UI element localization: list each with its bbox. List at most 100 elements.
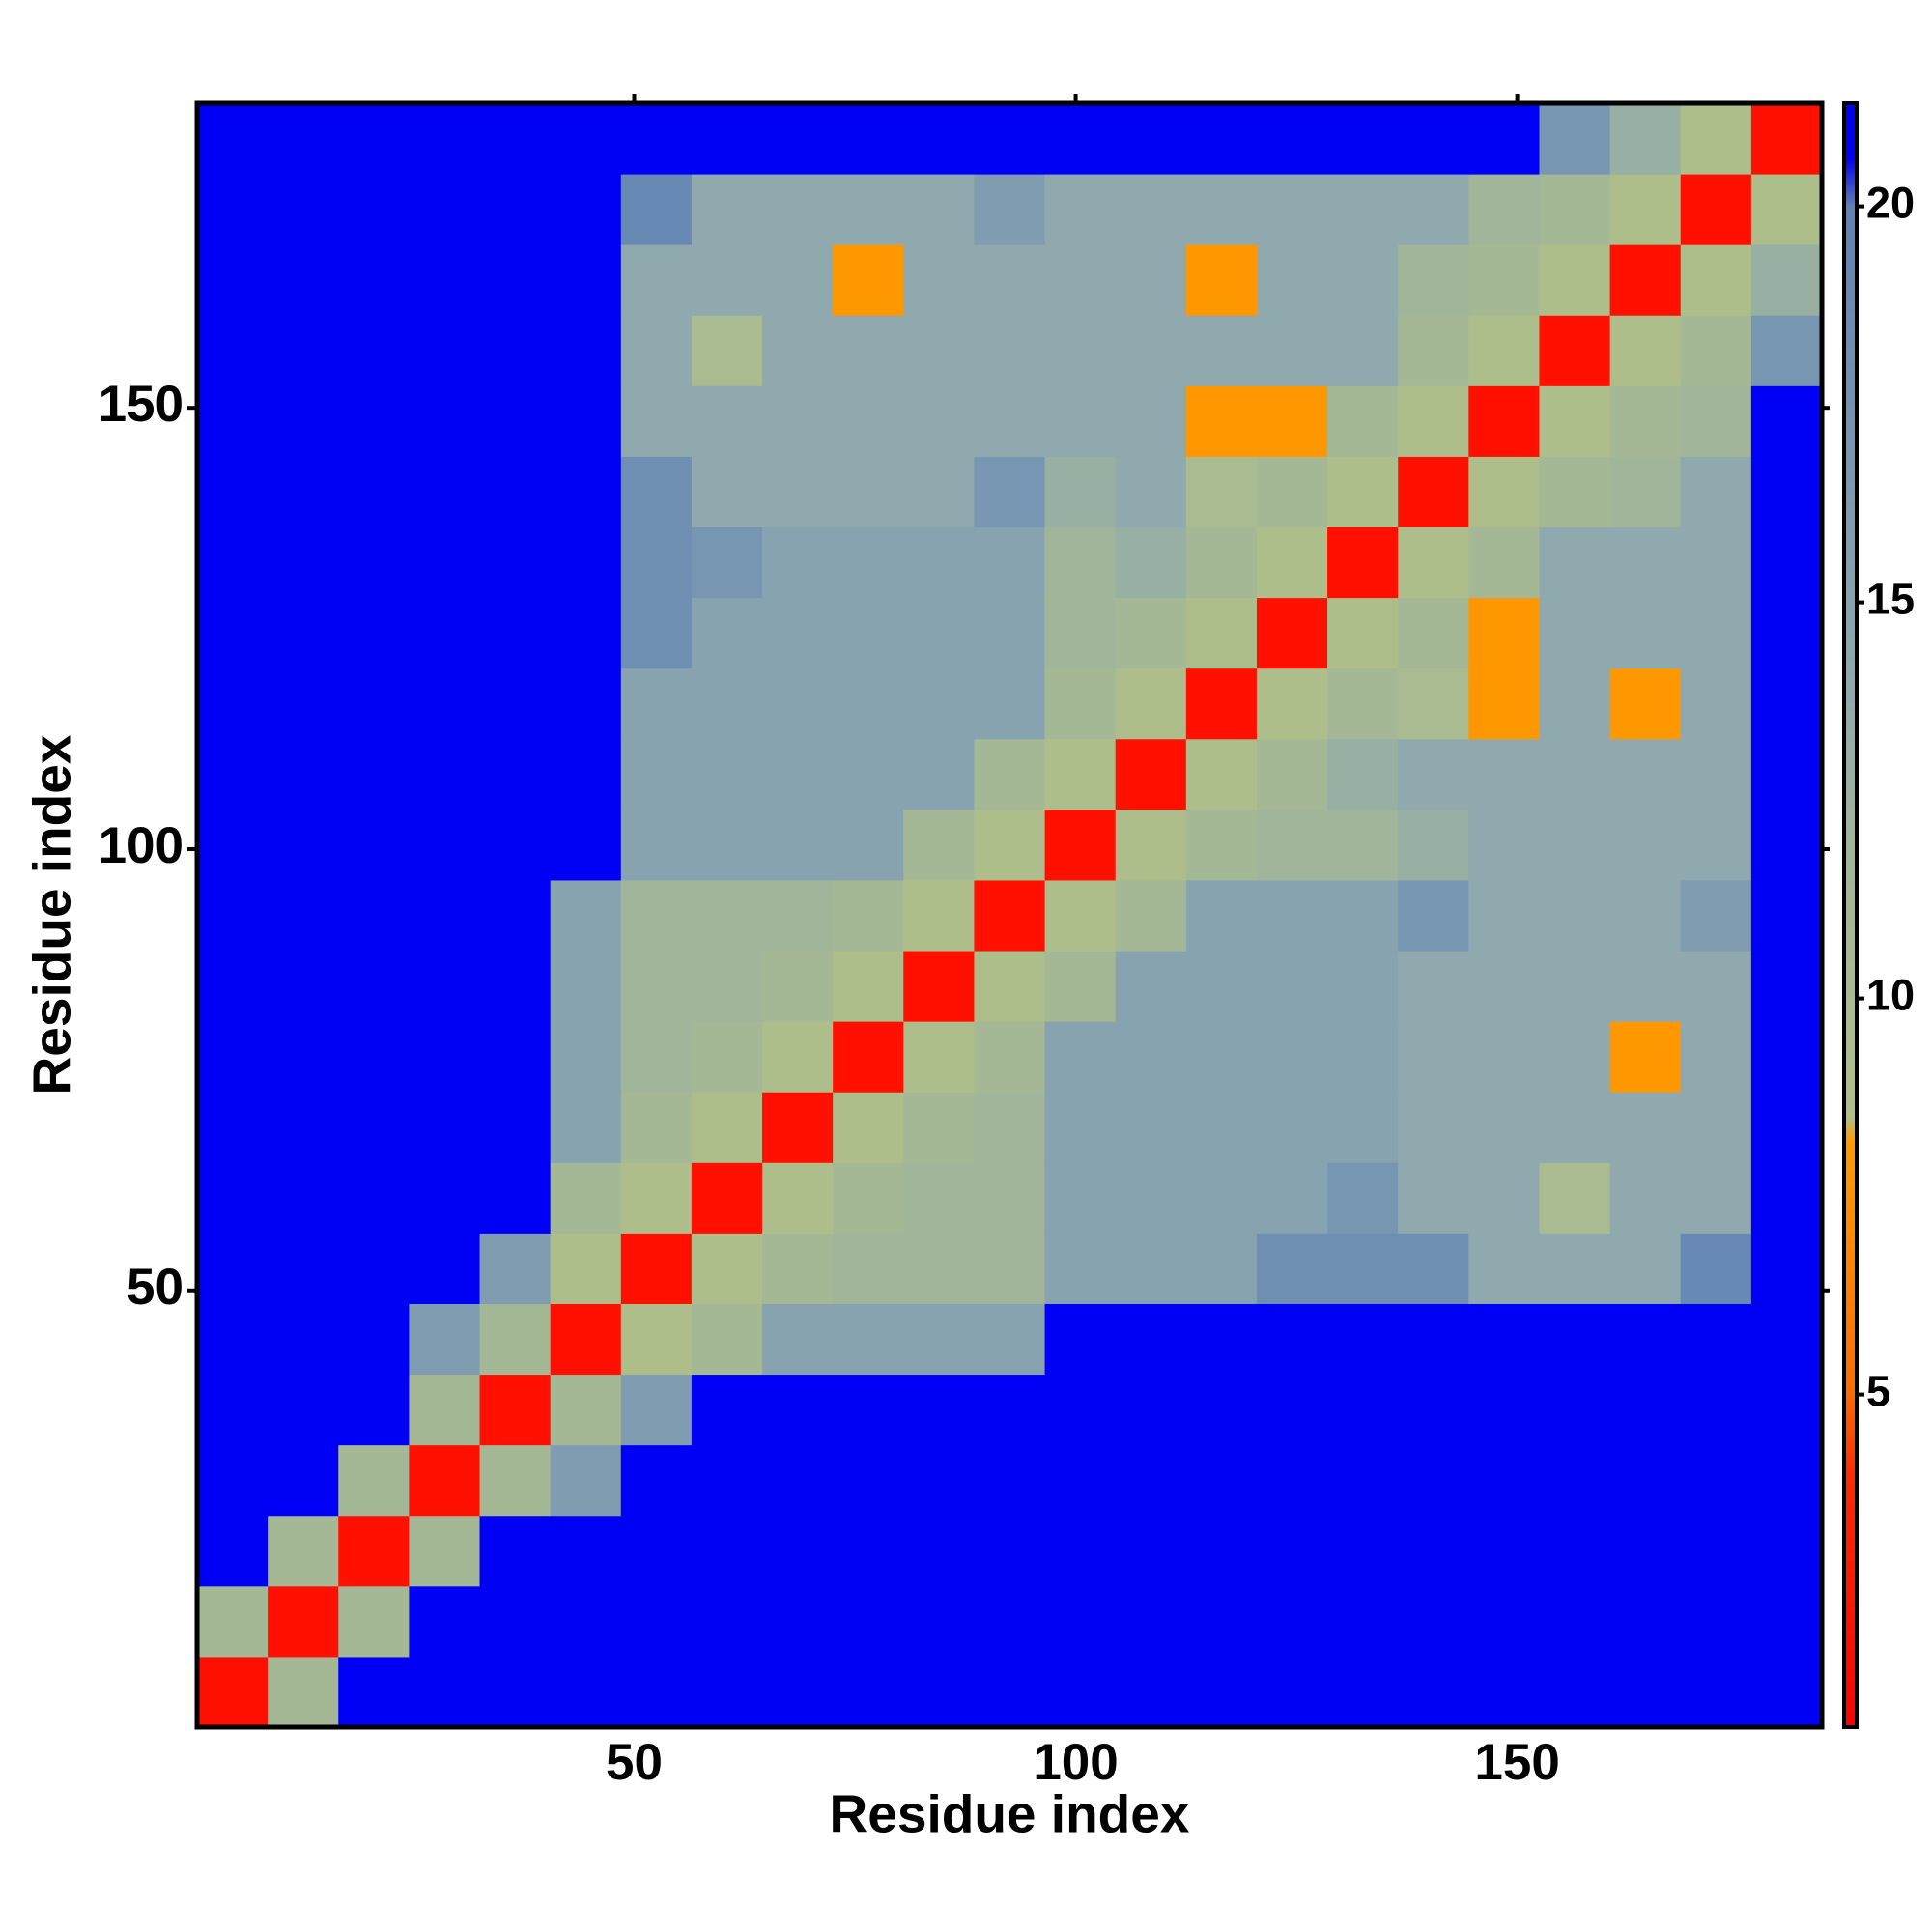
heatmap-cell — [1609, 597, 1682, 669]
heatmap-cell — [1468, 668, 1540, 740]
heatmap-cell — [1256, 103, 1328, 175]
heatmap-cell — [1327, 1515, 1399, 1587]
heatmap-cell — [974, 456, 1046, 528]
heatmap-cell — [620, 668, 693, 740]
heatmap-cell — [197, 244, 269, 316]
heatmap-cell — [1398, 1233, 1469, 1304]
heatmap-cell — [1468, 456, 1540, 528]
heatmap-cell — [620, 1092, 693, 1163]
heatmap-cell — [479, 103, 552, 175]
heatmap-cell — [1398, 526, 1469, 599]
heatmap-cell — [1115, 1092, 1187, 1163]
heatmap-cell — [550, 809, 622, 881]
heatmap-cell — [1115, 456, 1187, 528]
heatmap-cell — [338, 1162, 410, 1234]
x-tick-label: 50 — [606, 1734, 663, 1791]
heatmap-cell — [409, 1374, 481, 1446]
heatmap-cell — [903, 1444, 975, 1517]
heatmap-cell — [691, 1092, 763, 1163]
heatmap-cell — [197, 526, 269, 599]
heatmap-cell — [691, 597, 763, 669]
heatmap-cell — [1398, 456, 1469, 528]
heatmap-cell — [1115, 1162, 1187, 1234]
heatmap-cell — [833, 1374, 904, 1446]
heatmap-cell — [833, 244, 904, 316]
heatmap-cell — [268, 174, 339, 245]
heatmap-cell — [1185, 1515, 1258, 1587]
heatmap-cell — [1256, 1021, 1328, 1093]
heatmap-cell — [479, 244, 552, 316]
heatmap-cell — [762, 1303, 834, 1376]
heatmap-cell — [1115, 597, 1187, 669]
heatmap-cell — [338, 809, 410, 881]
heatmap-cell — [1680, 456, 1752, 528]
heatmap-cell — [197, 385, 269, 457]
heatmap-cell — [833, 1444, 904, 1517]
heatmap-cell — [338, 244, 410, 316]
heatmap-cell — [1185, 456, 1258, 528]
heatmap-cell — [620, 174, 693, 245]
heatmap-cell — [409, 809, 481, 881]
heatmap-cell — [762, 526, 834, 599]
heatmap-cell — [691, 385, 763, 457]
heatmap-cell — [833, 809, 904, 881]
heatmap-cell — [1044, 951, 1117, 1022]
heatmap-cell — [1256, 1515, 1328, 1587]
heatmap-cell — [1539, 951, 1611, 1022]
heatmap-cell — [1115, 103, 1187, 175]
heatmap-cell — [1327, 951, 1399, 1022]
heatmap-cell — [338, 526, 410, 599]
heatmap-cell — [691, 1444, 763, 1517]
heatmap-cell — [268, 1092, 339, 1163]
heatmap-cell — [1398, 951, 1469, 1022]
heatmap-cell — [691, 1303, 763, 1376]
heatmap-cell — [762, 1515, 834, 1587]
heatmap-cell — [268, 951, 339, 1022]
heatmap-cell — [1539, 668, 1611, 740]
heatmap-cell — [833, 1092, 904, 1163]
heatmap-cell — [1185, 174, 1258, 245]
heatmap-cell — [833, 1162, 904, 1234]
heatmap-cell — [1750, 951, 1823, 1022]
heatmap-cell — [338, 1092, 410, 1163]
heatmap-cell — [1750, 315, 1823, 386]
heatmap-cell — [268, 1515, 339, 1587]
colorbar-tick-label: 10 — [1866, 970, 1915, 1019]
heatmap-cell — [1044, 456, 1117, 528]
heatmap-cell — [1750, 526, 1823, 599]
heatmap-cell — [1539, 809, 1611, 881]
heatmap-cell — [974, 1021, 1046, 1093]
heatmap-cell — [1044, 597, 1117, 669]
heatmap-cell — [903, 1656, 975, 1728]
heatmap-cell — [268, 1585, 339, 1658]
heatmap-cell — [1327, 879, 1399, 952]
heatmap-cell — [338, 174, 410, 245]
heatmap-cell — [974, 315, 1046, 386]
heatmap-cell — [903, 738, 975, 810]
heatmap-cell — [974, 1092, 1046, 1163]
colorbar-tick-label: 15 — [1866, 574, 1915, 623]
heatmap-cell — [1750, 1656, 1823, 1728]
heatmap-cell — [1609, 1162, 1682, 1234]
y-tick-label: 50 — [127, 1259, 184, 1316]
heatmap-cell — [550, 1303, 622, 1376]
heatmap-cell — [620, 1021, 693, 1093]
heatmap-cell — [1539, 1233, 1611, 1304]
heatmap-cell — [1398, 1515, 1469, 1587]
heatmap-cell — [1115, 738, 1187, 810]
heatmap-cell — [762, 1092, 834, 1163]
heatmap-cell — [1327, 456, 1399, 528]
heatmap-cell — [409, 1515, 481, 1587]
heatmap-cell — [197, 1444, 269, 1517]
heatmap-cell — [1750, 1233, 1823, 1304]
heatmap-cell — [691, 174, 763, 245]
heatmap-cell — [1750, 1585, 1823, 1658]
heatmap-cell — [1468, 174, 1540, 245]
heatmap-cell — [762, 1585, 834, 1658]
heatmap-cell — [1680, 385, 1752, 457]
heatmap-cell — [620, 315, 693, 386]
heatmap-cell — [620, 1303, 693, 1376]
heatmap-cell — [1044, 315, 1117, 386]
heatmap-cell — [1468, 1656, 1540, 1728]
heatmap-cell — [903, 244, 975, 316]
